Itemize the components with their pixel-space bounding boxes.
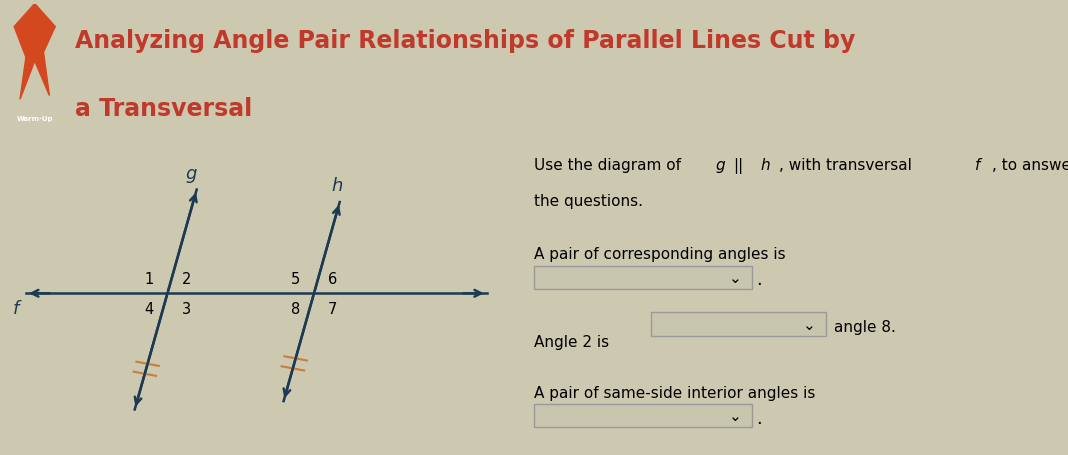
- Text: ⌄: ⌄: [803, 317, 816, 332]
- Text: .: .: [756, 271, 763, 289]
- Text: 1: 1: [144, 271, 154, 286]
- Text: Analyzing Angle Pair Relationships of Parallel Lines Cut by: Analyzing Angle Pair Relationships of Pa…: [75, 29, 855, 53]
- Text: 2: 2: [182, 271, 191, 286]
- FancyBboxPatch shape: [534, 266, 752, 289]
- Text: ⌄: ⌄: [729, 408, 742, 423]
- Text: 4: 4: [144, 301, 154, 316]
- Text: ||: ||: [733, 158, 743, 174]
- Text: angle 8.: angle 8.: [834, 319, 896, 334]
- Text: A pair of same-side interior angles is: A pair of same-side interior angles is: [534, 385, 816, 400]
- Polygon shape: [14, 5, 56, 100]
- FancyBboxPatch shape: [534, 404, 752, 427]
- Text: Angle 2 is: Angle 2 is: [534, 334, 610, 349]
- Text: 6: 6: [328, 271, 337, 286]
- Text: , with transversal: , with transversal: [780, 158, 917, 173]
- Text: g: g: [186, 165, 198, 182]
- Text: ⌄: ⌄: [729, 270, 742, 285]
- Text: g: g: [716, 158, 725, 173]
- Text: h: h: [331, 177, 343, 195]
- Text: .: .: [756, 409, 763, 427]
- Text: the questions.: the questions.: [534, 194, 643, 209]
- Text: 8: 8: [290, 301, 300, 316]
- FancyBboxPatch shape: [651, 313, 826, 336]
- Text: h: h: [760, 158, 770, 173]
- Text: 5: 5: [290, 271, 300, 286]
- Text: A pair of corresponding angles is: A pair of corresponding angles is: [534, 247, 786, 262]
- Text: f: f: [13, 299, 19, 318]
- Text: 3: 3: [182, 301, 191, 316]
- Text: , to answer: , to answer: [992, 158, 1068, 173]
- Text: Warm-Up: Warm-Up: [16, 116, 53, 122]
- Text: 7: 7: [328, 301, 337, 316]
- Text: Use the diagram of: Use the diagram of: [534, 158, 686, 173]
- Text: f: f: [975, 158, 980, 173]
- Text: a Transversal: a Transversal: [75, 97, 252, 121]
